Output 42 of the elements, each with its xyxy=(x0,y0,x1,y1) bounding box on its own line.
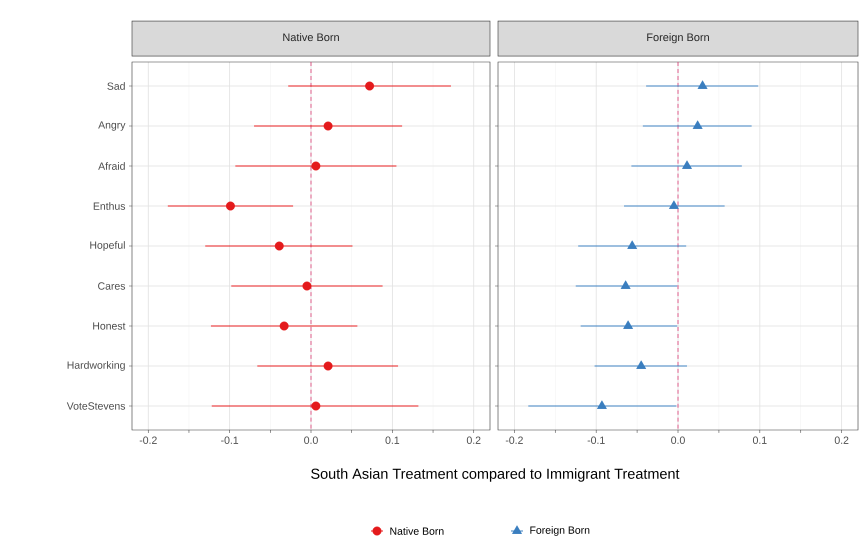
y-tick-label: VoteStevens xyxy=(66,402,126,410)
y-tick-label: Honest xyxy=(93,322,126,330)
x-tick-label: 0.1 xyxy=(386,436,400,444)
x-tick-label: -0.2 xyxy=(506,436,523,444)
x-tick-label: -0.1 xyxy=(221,436,238,444)
x-tick-label: 0.2 xyxy=(834,436,848,444)
y-tick-label: Hopeful xyxy=(90,241,125,251)
y-tick-label: Sad xyxy=(107,82,125,90)
x-tick-label: 0.0 xyxy=(304,436,318,444)
point xyxy=(623,320,634,329)
y-tick-label: Cares xyxy=(98,282,126,290)
point xyxy=(620,280,631,289)
y-tick-label: Angry xyxy=(98,121,126,131)
chart-title: Native Born xyxy=(283,33,339,42)
x-tick-label: -0.2 xyxy=(140,436,157,444)
point xyxy=(636,360,646,369)
y-tick-label: Enthus xyxy=(94,202,126,210)
legend-label: Foreign Born xyxy=(530,526,590,536)
point xyxy=(596,400,607,409)
y-tick-label: Afraid xyxy=(98,162,125,170)
point xyxy=(311,162,320,170)
legend-label: Native Born xyxy=(390,527,444,535)
y-tick-label: Hardworking xyxy=(68,361,125,371)
x-tick-label: 0.2 xyxy=(466,436,480,444)
point xyxy=(627,240,638,249)
x-tick-label: -0.1 xyxy=(588,436,605,444)
point xyxy=(280,322,289,330)
point xyxy=(324,122,333,130)
point xyxy=(274,242,284,250)
point xyxy=(692,120,703,129)
point xyxy=(698,80,708,89)
point xyxy=(311,402,320,410)
point xyxy=(365,82,374,90)
point xyxy=(302,282,312,290)
point xyxy=(324,362,333,370)
chart-title: Foreign Born xyxy=(647,33,709,44)
point xyxy=(682,160,692,169)
x-tick-label: 0.1 xyxy=(752,436,767,444)
point xyxy=(226,202,235,210)
x-axis-title: South Asian Treatment compared to Immigrant Treatment xyxy=(311,468,680,482)
x-tick-label: 0.0 xyxy=(671,436,685,444)
point xyxy=(668,200,679,209)
